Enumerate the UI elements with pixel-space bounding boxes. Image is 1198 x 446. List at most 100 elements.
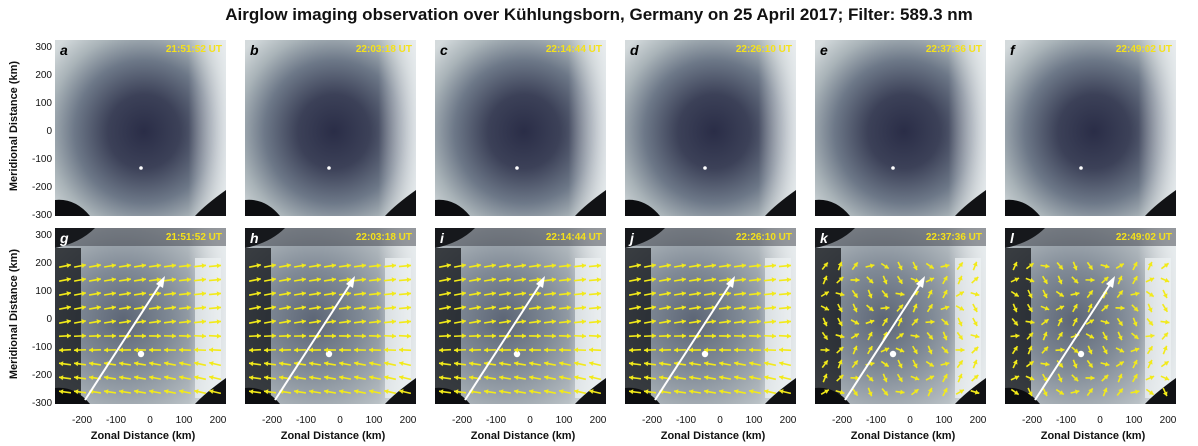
wind-vector-arrow — [73, 333, 87, 339]
x-tick-label: -100 — [1055, 415, 1076, 426]
wind-vector-arrow — [897, 261, 903, 271]
wind-vector-arrow — [733, 333, 747, 339]
wind-vector-arrow — [58, 319, 72, 325]
wind-vector-arrow — [148, 305, 162, 311]
wind-vector-arrow — [398, 375, 412, 381]
wind-vector-arrow — [1027, 345, 1033, 355]
wind-vector-arrow — [178, 375, 192, 381]
wind-vector-arrow — [248, 389, 262, 395]
wind-vector-arrow — [88, 291, 102, 297]
wind-vector-arrow — [193, 389, 207, 395]
sky-image-panel-d: d 22:26:10 UT — [625, 40, 796, 216]
x-tick-label: -100 — [295, 415, 316, 426]
wind-vector-arrow — [1056, 360, 1064, 368]
wind-vector-arrow — [658, 319, 672, 325]
sky-image-panel-k: k 22:37:36 UT — [815, 228, 986, 404]
wind-vector-arrow — [1160, 277, 1170, 283]
wind-vector-arrow — [483, 305, 497, 311]
wind-vector-arrow — [588, 333, 602, 339]
wind-vector-arrow — [248, 361, 262, 367]
wind-vector-arrow — [338, 389, 352, 395]
wind-vector-arrow — [208, 333, 222, 339]
y-tick-label: 100 — [35, 98, 52, 109]
wind-vector-arrow — [398, 347, 412, 353]
wind-vector-arrow — [368, 347, 382, 353]
wind-vector-arrow — [383, 291, 397, 297]
x-tick-label: -200 — [641, 415, 662, 426]
wind-vector-arrow — [1025, 319, 1035, 325]
wind-vector-arrow — [293, 319, 307, 325]
wind-vector-arrow — [1026, 332, 1034, 340]
wind-vector-arrow — [955, 291, 965, 297]
wind-vector-arrow — [1056, 262, 1064, 270]
wind-vector-arrow — [1055, 305, 1065, 311]
propagation-direction-arrow — [464, 276, 545, 401]
wind-vector-arrow — [453, 361, 467, 367]
y-tick-label: 0 — [46, 126, 52, 137]
wind-vector-arrow — [438, 361, 452, 367]
wind-vector-arrow — [118, 389, 132, 395]
wind-vector-arrow — [748, 347, 762, 353]
wind-vector-arrow — [835, 333, 845, 339]
wind-vector-arrow — [278, 333, 292, 339]
wind-vector-arrow — [852, 303, 858, 313]
wind-vector-arrow — [368, 361, 382, 367]
wind-vector-arrow — [1117, 275, 1123, 285]
wind-vector-arrow — [1147, 261, 1153, 271]
x-tick-label: 200 — [779, 415, 797, 426]
wind-vector-arrow — [163, 389, 177, 395]
wind-vector-arrow — [718, 389, 732, 395]
wind-vector-arrow — [293, 277, 307, 283]
wind-vector-arrow — [703, 375, 717, 381]
wind-vector-arrow — [543, 333, 557, 339]
wind-vector-arrow — [820, 305, 830, 311]
wind-vector-arrow — [88, 347, 102, 353]
wind-vector-arrow — [134, 333, 146, 339]
wind-vector-arrow — [118, 361, 132, 367]
x-tick-label: -100 — [105, 415, 126, 426]
x-tick-label: -200 — [831, 415, 852, 426]
airglow-image — [245, 228, 416, 404]
wind-vector-arrow — [118, 319, 132, 325]
wind-vector-arrow — [733, 277, 747, 283]
wind-vector-arrow — [850, 332, 860, 340]
wind-vector-arrow — [353, 361, 367, 367]
wind-vector-arrow — [836, 374, 844, 382]
wind-vector-arrow — [528, 333, 542, 339]
wind-vector-arrow — [1146, 345, 1154, 355]
wind-vector-arrow — [851, 289, 859, 299]
x-tick-label: -200 — [1021, 415, 1042, 426]
wind-vector-arrow — [1012, 303, 1018, 313]
wind-vector-arrow — [718, 263, 732, 269]
wind-vector-arrow — [323, 389, 337, 395]
wind-vector-arrow — [248, 375, 262, 381]
wind-vector-arrow — [880, 262, 890, 270]
wind-vector-arrow — [1132, 275, 1138, 285]
wind-vector-arrow — [896, 304, 904, 312]
wind-vector-arrow — [263, 305, 277, 311]
wind-vector-arrow — [398, 389, 412, 395]
wind-vector-arrow — [498, 277, 512, 283]
wind-vector-arrow — [208, 263, 222, 269]
wind-vector-arrow — [837, 359, 843, 369]
wind-vector-arrow — [163, 319, 177, 325]
wind-vector-arrow — [733, 389, 747, 395]
x-axis-label: Zonal Distance (km) — [470, 430, 576, 442]
y-tick-label: -100 — [31, 342, 52, 353]
wind-vector-arrow — [338, 333, 352, 339]
wind-vector-arrow — [133, 291, 147, 297]
wind-vector-arrow — [851, 359, 859, 369]
wind-vector-arrow — [1057, 373, 1063, 383]
y-tick-label: 100 — [35, 286, 52, 297]
wind-vector-arrow — [821, 331, 829, 341]
wind-vector-arrow — [718, 319, 732, 325]
wind-vector-arrow — [248, 291, 262, 297]
wind-vector-arrow — [573, 333, 587, 339]
wind-vector-arrow — [453, 333, 467, 339]
wind-vector-arrow — [148, 361, 162, 367]
wind-vector-arrow — [338, 305, 352, 311]
wind-vector-arrow — [897, 359, 903, 369]
wind-vector-arrow — [483, 347, 497, 353]
wind-vector-arrow — [763, 333, 777, 339]
wind-vector-arrow — [1055, 347, 1065, 353]
